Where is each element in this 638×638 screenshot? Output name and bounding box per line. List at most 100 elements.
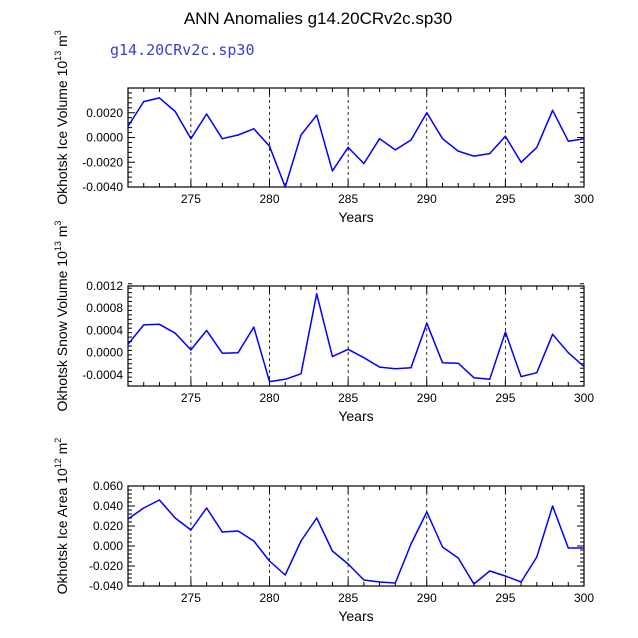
x-tick-label: 275	[181, 591, 201, 605]
y-tick-label: 0.060	[93, 479, 123, 493]
y-tick-label: -0.020	[89, 559, 123, 573]
data-point	[441, 138, 444, 140]
data-point	[190, 138, 192, 140]
data-point	[441, 546, 444, 548]
figure-title: ANN Anomalies g14.20CRv2c.sp30	[184, 9, 452, 28]
y-tick-label: 0.0000	[86, 346, 123, 360]
y-axis-label: Okhotsk Ice Volume 1013 m3	[53, 30, 70, 205]
data-point	[347, 348, 349, 350]
y-tick-label: -0.0004	[82, 368, 123, 382]
data-point	[127, 125, 129, 127]
panel-3: 275 280 285 290 295 300 -0.040 -0.020 0.000 0.020…	[53, 438, 594, 624]
data-point	[536, 146, 538, 148]
y-label-exponent: 12	[53, 458, 63, 468]
data-point	[536, 556, 538, 558]
data-point	[268, 380, 271, 383]
data-point	[394, 368, 396, 370]
data-point	[426, 112, 428, 114]
data-point	[473, 583, 475, 585]
y-tick-label: 0.0012	[86, 279, 123, 293]
series-line	[127, 97, 585, 188]
data-point	[127, 518, 129, 520]
y-label-unit-exponent: 3	[53, 30, 63, 35]
y-label-text: Okhotsk Ice Area 10	[54, 468, 70, 594]
data-point	[504, 331, 506, 333]
data-point	[378, 138, 381, 140]
y-tick-label: 0.0000	[86, 131, 123, 145]
x-tick-label: 295	[495, 591, 515, 605]
x-tick-label: 285	[338, 391, 358, 405]
data-point	[551, 333, 554, 335]
data-point	[206, 113, 208, 115]
data-point	[237, 530, 239, 532]
data-point	[457, 150, 459, 152]
plot-frame	[127, 87, 585, 188]
x-tick-label: 295	[495, 192, 515, 206]
data-point	[221, 531, 223, 533]
data-point	[363, 357, 365, 359]
data-point	[190, 529, 192, 531]
data-point	[331, 550, 334, 552]
data-point	[316, 293, 318, 295]
data-point	[284, 186, 286, 188]
data-point	[567, 140, 569, 142]
data-point	[410, 367, 412, 369]
data-point	[567, 352, 569, 354]
data-point	[284, 378, 286, 380]
y-label-text: Okhotsk Snow Volume 10	[54, 251, 70, 412]
data-point	[316, 517, 318, 519]
y-tick-label: -0.040	[89, 579, 123, 593]
figure-subtitle: g14.20CRv2c.sp30	[110, 41, 255, 59]
x-axis-label: Years	[338, 209, 373, 225]
y-tick-label: 0.0004	[86, 323, 123, 337]
data-point	[174, 332, 176, 334]
data-point	[143, 507, 145, 509]
data-point	[410, 543, 412, 545]
data-point	[426, 511, 428, 513]
data-point	[331, 170, 334, 172]
data-point	[268, 560, 271, 562]
data-point	[268, 145, 271, 147]
y-label-unit-exponent: 2	[53, 438, 63, 443]
data-point	[143, 324, 145, 326]
data-point	[457, 362, 459, 364]
data-point	[441, 362, 444, 364]
y-axis-label: Okhotsk Ice Area 1012 m2	[53, 438, 70, 595]
y-axis-label: Okhotsk Snow Volume 1013 m3	[53, 221, 70, 412]
x-axis-label: Years	[338, 608, 373, 624]
data-point	[253, 326, 255, 328]
data-point	[316, 114, 318, 116]
data-point	[221, 138, 223, 140]
x-tick-label: 290	[417, 192, 437, 206]
data-point	[206, 507, 208, 509]
data-point	[504, 135, 506, 137]
x-tick-label: 280	[260, 192, 280, 206]
x-tick-label: 295	[495, 391, 515, 405]
y-tick-label: 0.0008	[86, 301, 123, 315]
data-point	[394, 582, 396, 584]
data-point	[394, 149, 396, 151]
data-point	[489, 570, 491, 572]
data-point	[473, 377, 475, 379]
y-label-unit: m	[54, 35, 70, 51]
data-point	[331, 355, 334, 358]
plot-frame	[127, 485, 585, 587]
data-point	[347, 563, 349, 565]
data-point	[378, 581, 381, 583]
data-point	[221, 352, 223, 354]
data-point	[583, 138, 585, 140]
data-point	[551, 109, 554, 111]
y-label-text: Okhotsk Ice Volume 10	[54, 61, 70, 205]
x-tick-label: 285	[338, 591, 358, 605]
data-point	[504, 575, 506, 577]
x-tick-label: 290	[417, 391, 437, 405]
x-tick-label: 275	[181, 192, 201, 206]
y-label-unit-exponent: 3	[53, 221, 63, 226]
data-point	[410, 139, 412, 141]
data-point	[583, 547, 585, 549]
data-point	[520, 375, 522, 378]
data-point	[190, 349, 192, 351]
panel-2: 275 280 285 290 295 300 -0.0004 0.0000 0.0004 0.0…	[53, 221, 594, 424]
data-point	[520, 581, 522, 583]
